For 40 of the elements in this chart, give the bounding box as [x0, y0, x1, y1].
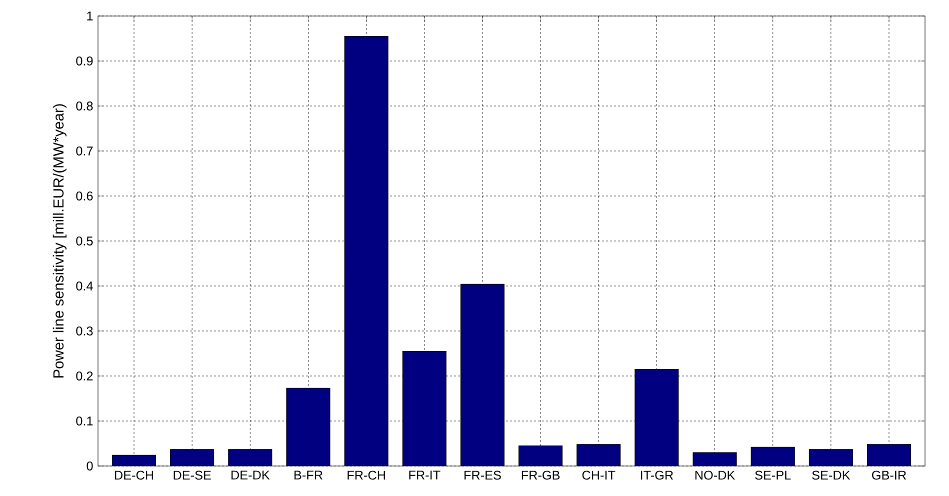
bar [809, 449, 853, 466]
y-tick-label: 0 [86, 462, 93, 470]
y-tick-label: 0.1 [76, 416, 93, 426]
y-tick-label: 0.3 [76, 326, 93, 336]
y-tick-label: 0.4 [76, 282, 93, 290]
bar [866, 444, 912, 466]
y-tick-label: 0.5 [76, 236, 93, 246]
x-tick-label: GB-IR [872, 470, 906, 480]
x-tick-label: IT-GR [640, 470, 674, 480]
y-tick-label: 0.9 [76, 56, 93, 66]
x-tick-label: FR-ES [464, 470, 501, 480]
x-tick-label: NO-DK [695, 470, 736, 480]
x-tick-label: FR-GB [522, 470, 560, 480]
y-tick-label: 0.2 [76, 372, 93, 380]
bar [170, 449, 214, 466]
bar [286, 388, 330, 466]
x-tick-label: DE-DK [232, 470, 270, 480]
x-tick-label: SE-PL [755, 470, 791, 480]
bar [634, 369, 678, 466]
bar [518, 446, 562, 466]
bar [228, 449, 272, 466]
bar [460, 284, 504, 466]
x-tick-label: FR-IT [409, 470, 440, 480]
bar [751, 447, 795, 466]
bar [693, 452, 737, 466]
y-tick-label: 0.6 [76, 192, 93, 200]
x-tick-label: FR-CH [348, 470, 385, 480]
bar [402, 351, 446, 466]
x-tick-label: B-FR [294, 470, 322, 480]
x-tick-label: CH-IT [582, 470, 616, 480]
bar [344, 36, 388, 466]
y-tick-label: 1 [87, 12, 93, 20]
bar [112, 455, 156, 466]
x-tick-label: SE-DK [812, 470, 850, 480]
x-tick-label: DE-CH [115, 470, 154, 480]
y-tick-label: 0.7 [76, 146, 93, 156]
y-axis-title: Power line sensitivity [mill.EUR/(MW*year) [52, 104, 67, 378]
y-tick-label: 0.8 [76, 102, 93, 110]
bar [576, 444, 620, 466]
x-tick-label: DE-SE [174, 470, 211, 480]
